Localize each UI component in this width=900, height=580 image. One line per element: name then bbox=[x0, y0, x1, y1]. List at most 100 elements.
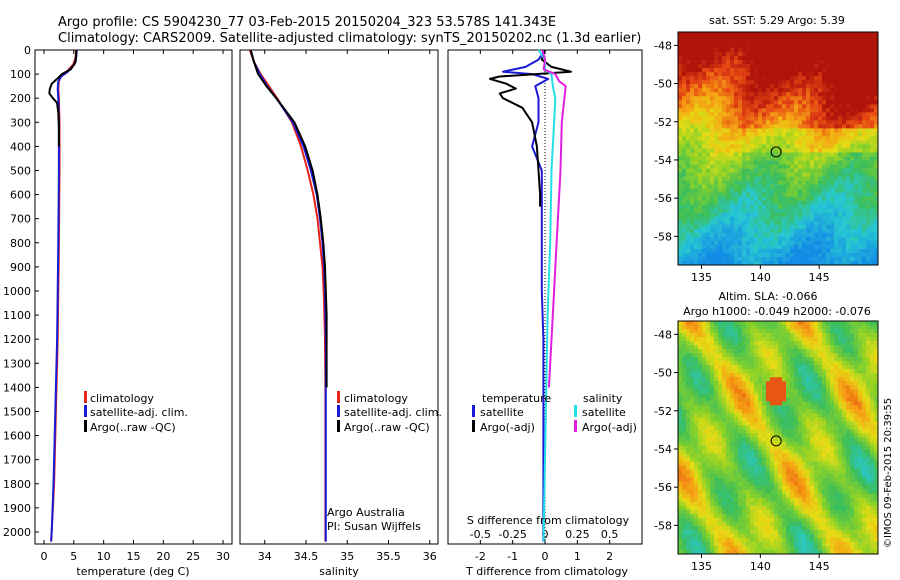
heatmap-cell bbox=[714, 417, 719, 422]
heatmap-cell bbox=[870, 232, 875, 238]
heatmap-cell bbox=[710, 361, 715, 366]
heatmap-cell bbox=[854, 108, 859, 113]
heatmap-cell bbox=[834, 337, 839, 342]
heatmap-cell bbox=[814, 180, 819, 185]
heatmap-cell bbox=[802, 224, 807, 230]
heatmap-cell bbox=[810, 429, 815, 434]
heatmap-cell bbox=[782, 353, 787, 358]
heatmap-cell bbox=[790, 401, 795, 406]
heatmap-cell bbox=[694, 429, 699, 434]
heatmap-cell bbox=[782, 168, 787, 173]
heatmap-cell bbox=[750, 144, 755, 149]
heatmap-cell bbox=[714, 441, 719, 446]
heatmap-cell bbox=[758, 96, 763, 101]
heatmap-cell bbox=[746, 413, 751, 418]
heatmap-cell bbox=[818, 92, 823, 97]
heatmap-cell bbox=[846, 156, 851, 161]
heatmap-cell bbox=[750, 413, 755, 418]
heatmap-cell bbox=[842, 405, 847, 410]
heatmap-cell bbox=[678, 244, 683, 250]
heatmap-cell bbox=[818, 136, 823, 141]
heatmap-cell bbox=[818, 176, 823, 181]
heatmap-cell bbox=[766, 397, 771, 402]
heatmap-cell bbox=[810, 321, 815, 326]
heatmap-cell bbox=[830, 48, 835, 53]
heatmap-cell bbox=[774, 204, 779, 210]
heatmap-cell bbox=[750, 260, 755, 266]
heatmap-cell bbox=[726, 212, 731, 218]
heatmap-cell bbox=[842, 353, 847, 358]
heatmap-cell bbox=[762, 140, 767, 145]
heatmap-cell bbox=[802, 140, 807, 145]
heatmap-cell bbox=[682, 256, 687, 262]
heatmap-cell bbox=[830, 457, 835, 462]
heatmap-cell bbox=[798, 100, 803, 105]
heatmap-cell bbox=[714, 172, 719, 177]
heatmap-cell bbox=[834, 256, 839, 262]
heatmap-cell bbox=[682, 329, 687, 334]
heatmap-cell bbox=[738, 176, 743, 181]
heatmap-cell bbox=[734, 341, 739, 346]
heatmap-cell bbox=[838, 361, 843, 366]
heatmap-cell bbox=[818, 168, 823, 173]
heatmap-cell bbox=[710, 160, 715, 165]
heatmap-cell bbox=[874, 48, 879, 53]
heatmap-cell bbox=[682, 208, 687, 214]
heatmap-cell bbox=[806, 341, 811, 346]
heatmap-cell bbox=[778, 337, 783, 342]
heatmap-cell bbox=[870, 120, 875, 125]
heatmap-cell bbox=[830, 112, 835, 117]
heatmap-cell bbox=[802, 353, 807, 358]
heatmap-cell bbox=[766, 361, 771, 366]
heatmap-cell bbox=[734, 465, 739, 470]
heatmap-cell bbox=[754, 244, 759, 250]
heatmap-cell bbox=[862, 76, 867, 81]
heatmap-cell bbox=[702, 473, 707, 478]
heatmap-cell bbox=[734, 72, 739, 77]
heatmap-cell bbox=[794, 256, 799, 262]
heatmap-cell bbox=[726, 76, 731, 81]
heatmap-cell bbox=[782, 369, 787, 374]
heatmap-cell bbox=[790, 397, 795, 402]
heatmap-cell bbox=[810, 208, 815, 214]
heatmap-cell bbox=[822, 333, 827, 338]
heatmap-cell bbox=[678, 116, 683, 121]
heatmap-cell bbox=[794, 325, 799, 330]
heatmap-cell bbox=[706, 445, 711, 450]
heatmap-cell bbox=[850, 244, 855, 250]
heatmap-cell bbox=[822, 32, 827, 37]
heatmap-cell bbox=[762, 76, 767, 81]
heatmap-cell bbox=[794, 469, 799, 474]
heatmap-cell bbox=[802, 357, 807, 362]
heatmap-cell bbox=[806, 112, 811, 117]
heatmap-cell bbox=[766, 48, 771, 53]
heatmap-cell bbox=[706, 144, 711, 149]
heatmap-cell bbox=[734, 36, 739, 41]
heatmap-cell bbox=[838, 84, 843, 89]
heatmap-cell bbox=[718, 160, 723, 165]
heatmap-cell bbox=[738, 184, 743, 189]
heatmap-cell bbox=[850, 445, 855, 450]
heatmap-cell bbox=[866, 216, 871, 222]
heatmap-cell bbox=[714, 148, 719, 153]
heatmap-cell bbox=[730, 361, 735, 366]
heatmap-cell bbox=[754, 341, 759, 346]
heatmap-cell bbox=[698, 124, 703, 129]
heatmap-cell bbox=[738, 381, 743, 386]
depth-tick-label: 600 bbox=[10, 189, 31, 202]
heatmap-cell bbox=[702, 377, 707, 382]
heatmap-cell bbox=[874, 445, 879, 450]
heatmap-cell bbox=[870, 248, 875, 254]
heatmap-cell bbox=[734, 144, 739, 149]
heatmap-cell bbox=[818, 156, 823, 161]
heatmap-cell bbox=[738, 421, 743, 426]
heatmap-cell bbox=[850, 112, 855, 117]
heatmap-cell bbox=[746, 385, 751, 390]
heatmap-cell bbox=[846, 164, 851, 169]
heatmap-cell bbox=[706, 389, 711, 394]
heatmap-cell bbox=[850, 208, 855, 214]
heatmap-cell bbox=[758, 321, 763, 326]
heatmap-cell bbox=[766, 188, 771, 193]
heatmap-cell bbox=[822, 108, 827, 113]
heatmap-cell bbox=[738, 84, 743, 89]
